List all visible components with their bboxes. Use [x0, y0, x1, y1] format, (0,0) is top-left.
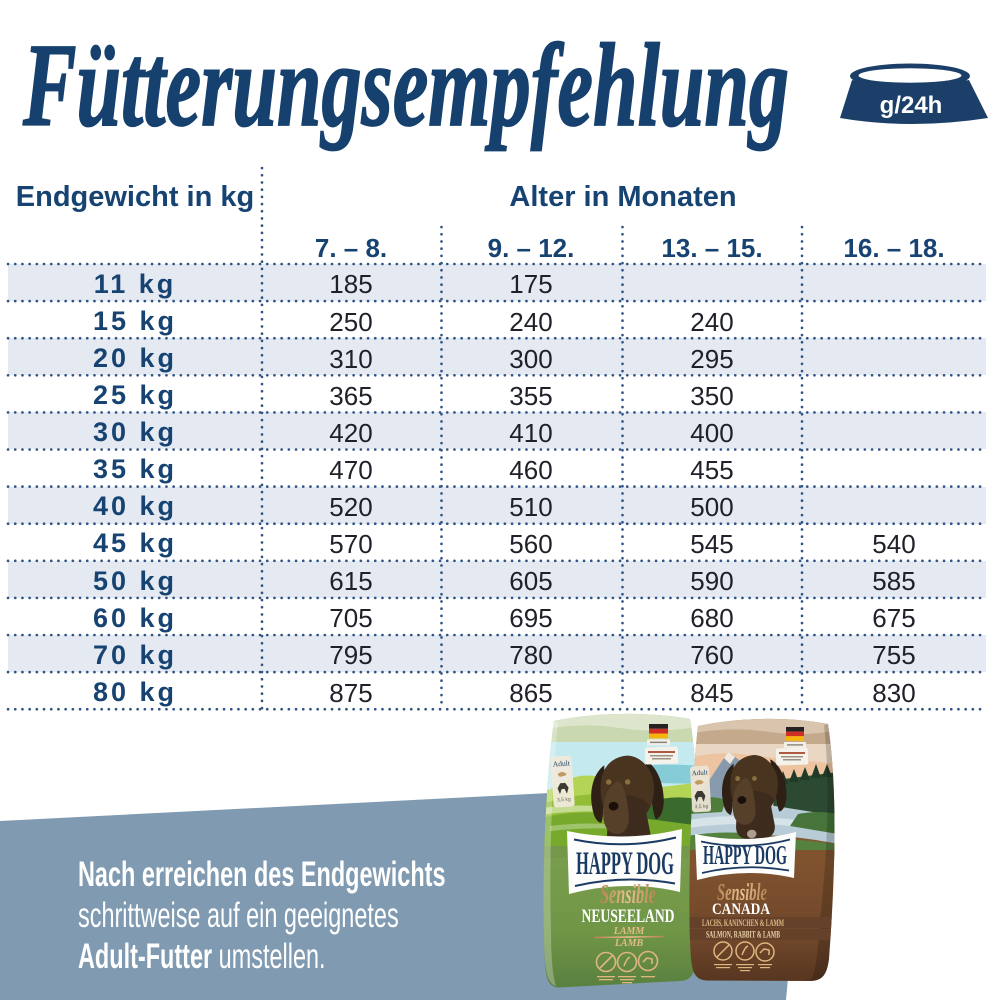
- svg-text:Sensible: Sensible: [600, 879, 656, 909]
- svg-text:SALMON, RABBIT & LAMB: SALMON, RABBIT & LAMB: [706, 930, 780, 940]
- svg-text:g/24h: g/24h: [880, 92, 943, 119]
- svg-text:Sensible: Sensible: [717, 880, 767, 906]
- svg-text:LAMB: LAMB: [614, 938, 644, 949]
- svg-text:3,5 kg: 3,5 kg: [557, 797, 571, 804]
- svg-text:NEUSEELAND: NEUSEELAND: [582, 906, 675, 927]
- svg-text:3,5 kg: 3,5 kg: [695, 804, 709, 811]
- svg-text:Adult: Adult: [553, 758, 572, 768]
- svg-text:LACHS, KANINCHEN & LAMM: LACHS, KANINCHEN & LAMM: [702, 918, 784, 928]
- svg-text:LAMM: LAMM: [613, 926, 646, 937]
- svg-text:HAPPY DOG: HAPPY DOG: [703, 840, 787, 870]
- svg-text:Fütterungsempfehlung: Fütterungsempfehlung: [22, 19, 789, 151]
- svg-text:HAPPY DOG: HAPPY DOG: [576, 846, 674, 882]
- svg-text:CANADA: CANADA: [712, 901, 770, 918]
- svg-text:Adult: Adult: [692, 769, 708, 778]
